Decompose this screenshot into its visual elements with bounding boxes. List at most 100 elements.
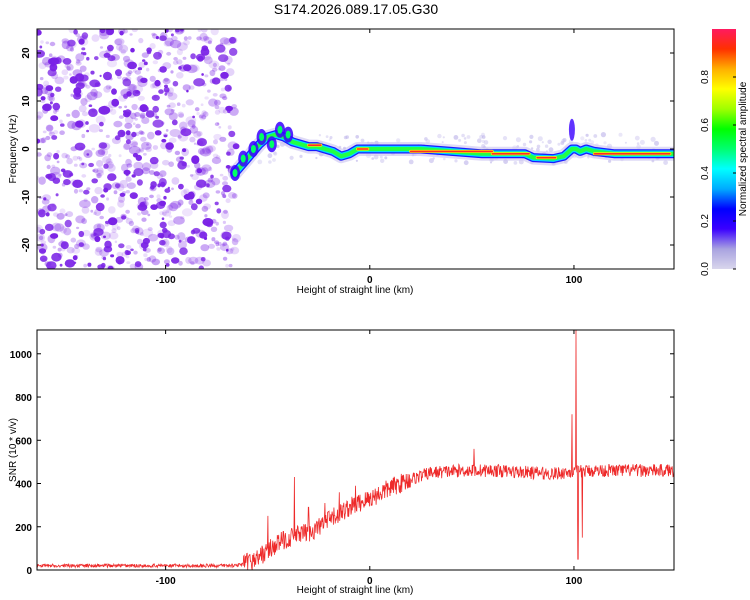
noise-blob: [192, 115, 196, 119]
noise-blob: [43, 197, 47, 201]
noise-blob: [69, 73, 72, 76]
noise-blob: [77, 121, 81, 125]
noise-blob: [121, 76, 129, 82]
noise-blob: [114, 240, 118, 244]
noise-blob: [135, 131, 140, 137]
noise-blob: [196, 142, 200, 146]
noise-blob: [83, 263, 88, 268]
noise-blob: [152, 145, 159, 150]
noise-blob: [140, 131, 145, 135]
colorbar-strip: [712, 29, 736, 269]
noise-blob: [144, 247, 151, 253]
noise-blob: [547, 139, 552, 144]
noise-blob: [157, 69, 162, 73]
noise-blob: [522, 142, 527, 147]
noise-blob: [130, 140, 138, 147]
noise-blob: [103, 85, 111, 93]
noise-blob: [197, 55, 204, 62]
noise-blob: [150, 204, 158, 211]
noise-blob: [186, 89, 189, 93]
noise-blob: [179, 156, 184, 160]
noise-blob: [220, 191, 226, 196]
noise-blob: [208, 60, 220, 69]
noise-blob: [86, 129, 90, 133]
noise-blob: [371, 157, 375, 160]
noise-blob: [70, 237, 77, 243]
noise-blob: [79, 162, 88, 169]
noise-blob: [162, 211, 167, 216]
noise-blob: [108, 99, 119, 109]
noise-blob: [177, 111, 184, 118]
noise-blob: [134, 112, 141, 117]
noise-blob: [195, 179, 207, 188]
noise-blob: [95, 115, 106, 125]
noise-blob: [139, 148, 145, 153]
noise-blob: [185, 99, 194, 106]
noise-blob: [74, 243, 80, 249]
noise-blob: [76, 79, 87, 88]
noise-blob: [141, 217, 147, 222]
noise-blob: [159, 211, 164, 216]
noise-blob: [78, 230, 85, 238]
noise-blob: [60, 123, 65, 127]
noise-blob: [207, 89, 211, 93]
noise-blob: [159, 66, 167, 73]
noise-blob: [198, 265, 204, 269]
noise-blob: [119, 179, 128, 189]
noise-blob: [105, 84, 112, 90]
noise-blob: [96, 172, 102, 179]
noise-blob: [168, 202, 179, 212]
noise-blob: [172, 60, 179, 65]
noise-blob: [215, 190, 221, 194]
noise-blob: [45, 124, 54, 132]
noise-blob: [171, 187, 174, 191]
snr-plot-area: [37, 330, 674, 570]
noise-blob: [95, 202, 105, 212]
noise-blob: [137, 212, 141, 216]
noise-blob: [203, 56, 213, 65]
noise-blob: [129, 263, 137, 269]
noise-blob: [105, 264, 116, 269]
noise-blob: [201, 115, 207, 120]
noise-blob: [165, 245, 173, 254]
noise-blob: [212, 93, 218, 97]
noise-blob: [150, 181, 157, 188]
noise-blob: [156, 198, 162, 203]
colorbar: 0.0 0.2 0.4 0.6 0.8 Normalized spectral ampl…: [700, 29, 749, 276]
noise-blob: [110, 254, 115, 258]
noise-blob: [68, 29, 75, 34]
noise-blob: [188, 256, 199, 265]
noise-blob: [37, 152, 42, 157]
figure-title: S174.2026.089.17.05.G30: [274, 1, 438, 17]
noise-blob: [223, 224, 234, 232]
noise-blob: [108, 206, 116, 214]
noise-blob: [106, 197, 110, 201]
noise-blob: [155, 115, 160, 119]
noise-blob: [50, 115, 59, 122]
noise-blob: [193, 78, 206, 87]
noise-blob: [49, 41, 56, 47]
noise-blob: [176, 72, 184, 79]
noise-blob: [167, 186, 170, 190]
noise-blob: [159, 239, 166, 246]
noise-blob: [194, 183, 203, 191]
noise-blob: [101, 104, 113, 114]
noise-blob: [126, 182, 136, 189]
y-tick-label: 10: [21, 95, 32, 107]
noise-blob: [273, 151, 278, 156]
noise-blob: [162, 209, 172, 217]
noise-blob: [355, 159, 358, 162]
noise-blob: [122, 29, 128, 34]
noise-blob: [118, 106, 122, 109]
noise-blob: [639, 139, 645, 145]
noise-blob: [232, 143, 240, 150]
noise-blob: [45, 135, 51, 141]
noise-blob: [38, 235, 44, 241]
y-tick-label: 400: [15, 480, 32, 491]
noise-blob: [328, 138, 332, 141]
noise-blob: [515, 137, 521, 143]
noise-blob: [158, 89, 164, 94]
noise-blob: [193, 131, 202, 138]
noise-blob: [115, 183, 120, 189]
early-blob-core: [259, 133, 265, 141]
